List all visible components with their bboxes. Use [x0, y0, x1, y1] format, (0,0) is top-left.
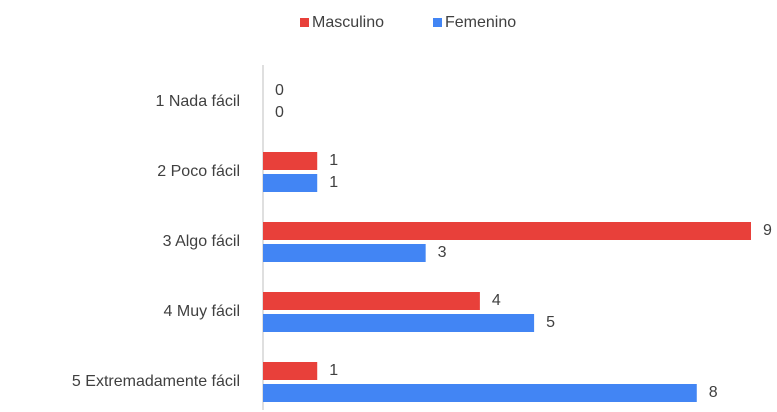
- y-tick-label: 3 Algo fácil: [163, 233, 240, 250]
- y-tick-label: 2 Poco fácil: [157, 163, 240, 180]
- data-label: 1: [329, 174, 338, 191]
- bar: [263, 152, 318, 170]
- data-label: 3: [438, 244, 447, 261]
- bar: [263, 292, 480, 310]
- bar: [263, 384, 697, 402]
- y-tick-label: 4 Muy fácil: [164, 303, 240, 320]
- bar: [263, 244, 426, 262]
- y-tick-label: 1 Nada fácil: [156, 93, 241, 110]
- bar: [263, 314, 535, 332]
- legend-label: Femenino: [445, 14, 516, 31]
- data-label: 8: [709, 384, 718, 401]
- data-label: 0: [275, 82, 284, 99]
- bar: [263, 362, 318, 380]
- y-tick-label: 5 Extremadamente fácil: [72, 373, 240, 390]
- data-label: 1: [329, 362, 338, 379]
- bar: [263, 174, 318, 192]
- data-label: 4: [492, 292, 501, 309]
- legend-swatch: [300, 18, 309, 27]
- legend-swatch: [433, 18, 442, 27]
- bar: [263, 222, 751, 240]
- data-label: 9: [763, 222, 772, 239]
- data-label: 0: [275, 104, 284, 121]
- data-label: 1: [329, 152, 338, 169]
- legend-label: Masculino: [312, 14, 384, 31]
- data-label: 5: [546, 314, 555, 331]
